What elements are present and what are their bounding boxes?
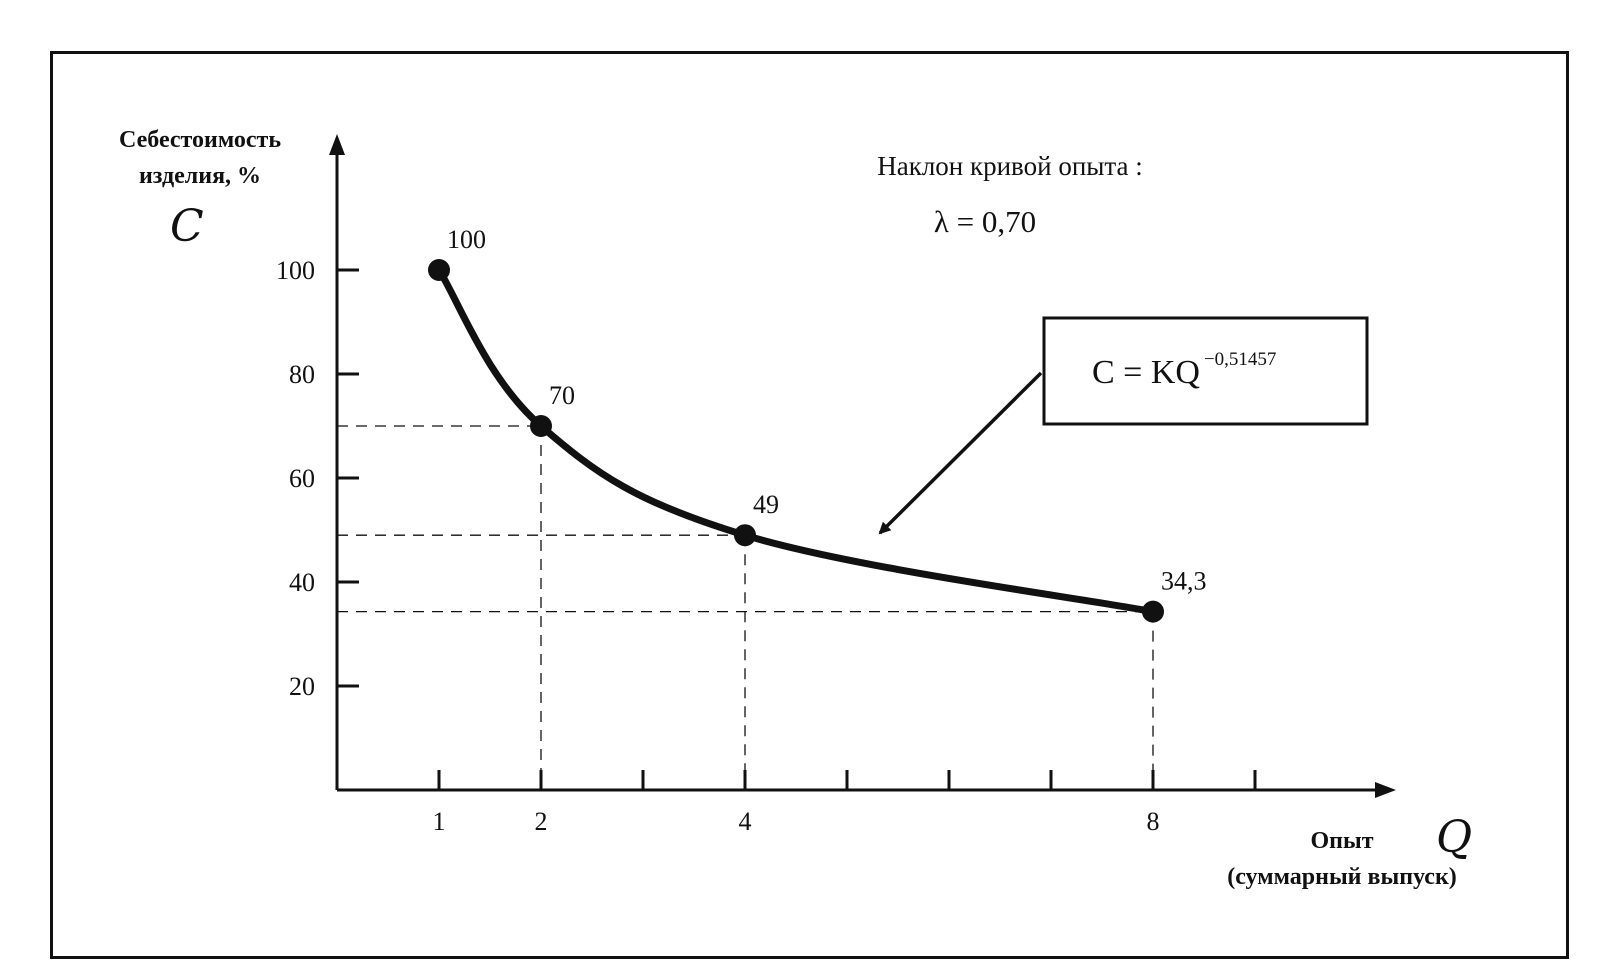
y-axis-arrow [329,134,345,155]
x-tick-label: 2 [535,807,548,836]
formula: C = KQ −0,51457 [1092,349,1276,391]
formula-box [1042,316,1369,426]
chart-frame [50,51,1569,959]
x-tick-label: 4 [739,807,752,836]
slope-title: Наклон кривой опыта : [877,151,1143,181]
x-axis-arrow [1375,782,1396,798]
y-axis-title-line2: изделия, % [139,163,261,189]
guide-lines [337,425,1154,790]
x-tick-label: 8 [1147,807,1160,836]
data-point [1142,600,1164,623]
y-tick-label: 40 [289,568,315,597]
x-axis-title-line2: (суммарный выпуск) [1227,864,1457,890]
x-axis-title-line1: Опыт [1310,828,1373,854]
data-label: 70 [549,381,575,410]
y-tick-label: 20 [289,672,315,701]
data-points: 100 70 49 34,3 [428,225,1207,623]
formula-arrow [878,371,1043,535]
data-label: 34,3 [1161,567,1207,596]
experience-curve-line [435,266,1157,616]
y-tick-label: 60 [289,464,315,493]
formula-exponent: −0,51457 [1204,349,1276,370]
lambda-value: λ = 0,70 [934,204,1036,239]
y-axis-title-line1: Себестоимость [119,127,281,153]
data-point [734,524,756,547]
y-tick-label: 100 [276,256,315,285]
x-tick-label: 1 [433,807,446,836]
x-ticks: 1 2 4 8 [433,770,1257,836]
y-axis-symbol: C [170,201,204,252]
y-ticks: 20 40 60 80 100 [276,256,359,701]
data-label: 49 [753,490,779,519]
data-label: 100 [447,225,486,254]
data-point [428,259,450,281]
y-tick-label: 80 [289,360,315,389]
formula-base: C = KQ [1092,354,1200,391]
data-point [530,415,552,437]
x-axis-symbol: Q [1436,812,1472,863]
